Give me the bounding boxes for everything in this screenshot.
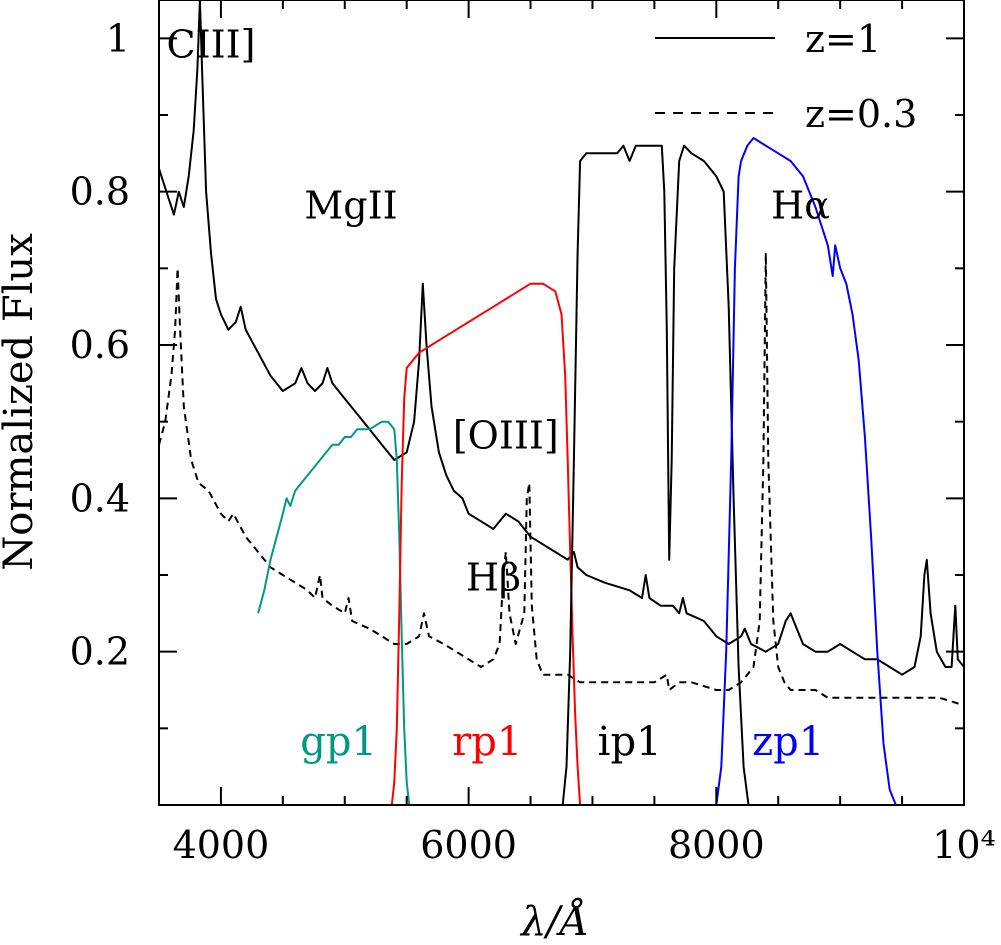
- annotation-ciii: CIII]: [167, 23, 256, 67]
- band-label-rp1: rp1: [452, 719, 522, 765]
- series-line-rp1: [390, 282, 582, 806]
- y-tick-label: 0.8: [70, 170, 130, 214]
- x-tick-label: 8000: [668, 823, 765, 867]
- annotation-h: Hβ: [466, 555, 521, 599]
- annotation-mgii: MgII: [304, 184, 397, 228]
- y-tick-label: 1: [106, 16, 130, 60]
- annotation-layer: CIII] MgII [OIII] Hβ Hα gp1 rp1 ip1 zp1: [167, 23, 830, 766]
- band-label-zp1: zp1: [752, 719, 824, 765]
- annotation-h: Hα: [771, 184, 830, 228]
- plot-frame: [158, 0, 965, 806]
- legend-label-z03: z=0.3: [805, 92, 917, 136]
- y-tick-label: 0.6: [70, 323, 130, 367]
- legend-label-z1: z=1: [805, 17, 881, 61]
- series-line-z-0-3: [158, 252, 965, 707]
- band-label-gp1: gp1: [300, 719, 377, 765]
- y-tick-label: 0.2: [70, 630, 130, 674]
- series-line-z-1: [158, 0, 965, 676]
- series-line-gp1: [257, 420, 411, 806]
- series-line-zp1: [715, 137, 897, 806]
- series-line-ip1: [561, 144, 750, 806]
- x-axis-label: λ/Å: [519, 898, 589, 945]
- series-layer: [158, 0, 965, 806]
- x-tick-label: 6000: [420, 823, 517, 867]
- x-tick-label: 10⁴: [932, 823, 996, 867]
- y-axis-label: Normalized Flux: [0, 233, 42, 571]
- legend: z=1 z=0.3: [655, 17, 917, 136]
- y-tick-label: 0.4: [70, 476, 130, 520]
- annotation-oiii: [OIII]: [453, 414, 559, 458]
- x-tick-label: 4000: [173, 823, 270, 867]
- band-label-ip1: ip1: [598, 719, 662, 765]
- ticks-layer: 4000 6000 8000 10⁴ 0.2 0.4 0.6 0.8 1: [70, 0, 996, 867]
